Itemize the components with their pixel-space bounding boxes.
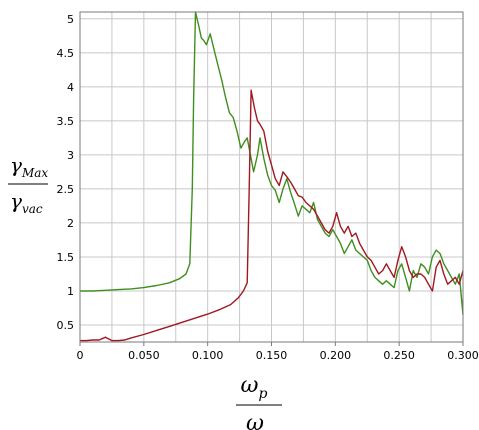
x-tick-label: 0.300 bbox=[447, 349, 479, 362]
grid bbox=[80, 12, 463, 342]
y-tick-label: 0.5 bbox=[57, 319, 75, 332]
y-axis-label: γMax γvac bbox=[8, 153, 48, 216]
x-tick-label: 0.050 bbox=[128, 349, 160, 362]
y-tick-label: 1.5 bbox=[57, 251, 75, 264]
x-label-numerator: ωp bbox=[241, 373, 268, 402]
series-group bbox=[80, 11, 464, 342]
x-tick-label: 0.100 bbox=[192, 349, 224, 362]
x-tick-labels: 0 0.050 0.100 0.150 0.200 0.250 0.300 bbox=[77, 342, 479, 362]
x-tick-label: 0.200 bbox=[320, 349, 352, 362]
y-tick-label: 4.5 bbox=[57, 47, 75, 60]
y-label-denominator: γvac bbox=[10, 189, 43, 216]
x-axis-label: ωp ω bbox=[236, 373, 282, 430]
y-tick-label: 1 bbox=[67, 285, 74, 298]
y-tick-label: 4 bbox=[67, 81, 74, 94]
x-label-denominator: ω bbox=[246, 411, 264, 430]
series-line-2 bbox=[80, 89, 464, 342]
x-tick-label: 0 bbox=[77, 349, 84, 362]
y-tick-label: 3 bbox=[67, 149, 74, 162]
y-tick-label: 2 bbox=[67, 217, 74, 230]
x-tick-label: 0.150 bbox=[256, 349, 288, 362]
y-tick-label: 2.5 bbox=[57, 183, 75, 196]
y-label-numerator: γMax bbox=[10, 153, 48, 180]
y-tick-labels: 0.5 1 1.5 2 2.5 3 3.5 4 4.5 5 bbox=[57, 13, 75, 332]
series-line-1 bbox=[80, 11, 464, 315]
x-tick-label: 0.250 bbox=[383, 349, 415, 362]
y-tick-label: 5 bbox=[67, 13, 74, 26]
y-tick-label: 3.5 bbox=[57, 115, 75, 128]
